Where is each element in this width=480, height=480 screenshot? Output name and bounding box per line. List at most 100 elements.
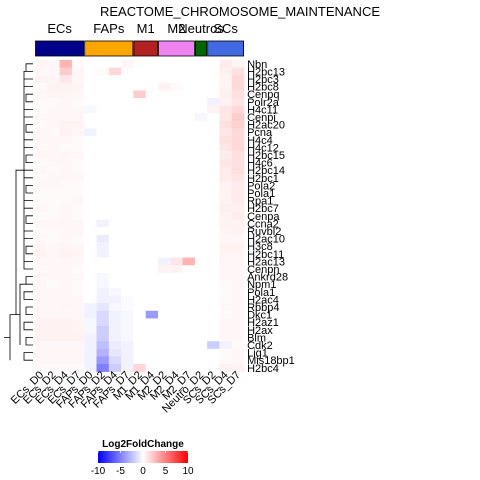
- heatmap-cell: [71, 143, 85, 152]
- heatmap-cell: [59, 348, 73, 357]
- heatmap-cell: [207, 318, 220, 327]
- heatmap-cell: [231, 204, 245, 213]
- heatmap-cell: [96, 234, 110, 243]
- heatmap-cell: [59, 181, 73, 190]
- heatmap-cell: [145, 303, 159, 312]
- heatmap-cell: [96, 227, 110, 236]
- heatmap-cell: [182, 326, 196, 334]
- heatmap-cell: [108, 90, 122, 99]
- heatmap-cell: [121, 151, 134, 160]
- heatmap-cell: [47, 67, 60, 76]
- heatmap-cell: [194, 318, 208, 327]
- heatmap-cell: [207, 348, 220, 357]
- heatmap-cell: [71, 280, 85, 289]
- heatmap-cell: [35, 280, 48, 289]
- heatmap-cell: [133, 189, 146, 198]
- heatmap-cell: [96, 212, 110, 220]
- heatmap-cell: [231, 136, 245, 144]
- heatmap-cell: [108, 181, 122, 190]
- heatmap-cell: [121, 272, 134, 281]
- heatmap-cell: [121, 310, 134, 319]
- heatmap-cell: [108, 288, 122, 296]
- heatmap-cell: [84, 303, 97, 312]
- heatmap-cell: [194, 348, 208, 357]
- heatmap-cell: [35, 105, 48, 114]
- heatmap-cell: [170, 280, 183, 289]
- row-label: Lig1: [247, 348, 268, 360]
- heatmap-cell: [121, 143, 134, 152]
- heatmap-cell: [231, 219, 245, 228]
- heatmap-cell: [158, 348, 171, 357]
- heatmap-cell: [133, 288, 146, 296]
- heatmap-cell: [71, 341, 85, 350]
- heatmap-cell: [194, 326, 208, 334]
- heatmap-cell: [170, 98, 183, 106]
- heatmap-cell: [207, 341, 220, 350]
- heatmap-cell: [231, 303, 245, 312]
- row-label: H2ac13: [247, 256, 285, 268]
- heatmap-cell: [182, 60, 196, 68]
- heatmap-cell: [71, 105, 85, 114]
- heatmap-cell: [96, 105, 110, 114]
- heatmap-cell: [96, 120, 110, 129]
- row-label: H2bc1: [247, 173, 279, 185]
- heatmap-cell: [207, 257, 220, 266]
- heatmap-cell: [108, 67, 122, 76]
- heatmap-cell: [170, 288, 183, 296]
- heatmap-cell: [231, 151, 245, 160]
- heatmap-cell: [133, 356, 146, 365]
- group-bar-0: [35, 40, 85, 57]
- heatmap-cell: [47, 356, 60, 365]
- heatmap-cell: [35, 257, 48, 266]
- heatmap-cell: [121, 113, 134, 122]
- heatmap-cell: [108, 143, 122, 152]
- heatmap-cell: [158, 158, 171, 167]
- heatmap-cell: [35, 90, 48, 99]
- heatmap-cell: [108, 166, 122, 175]
- heatmap-cell: [182, 272, 196, 281]
- heatmap-cell: [158, 189, 171, 198]
- heatmap-cell: [219, 120, 233, 129]
- heatmap-cell: [182, 136, 196, 144]
- heatmap-cell: [96, 60, 110, 68]
- heatmap-cell: [133, 341, 146, 350]
- heatmap-cell: [219, 234, 233, 243]
- group-label-5: SCs: [213, 21, 238, 36]
- heatmap-cell: [231, 280, 245, 289]
- heatmap-cell: [121, 128, 134, 137]
- heatmap-cell: [47, 143, 60, 152]
- heatmap-cell: [170, 242, 183, 251]
- heatmap-cell: [207, 212, 220, 220]
- heatmap-cell: [47, 189, 60, 198]
- heatmap-cell: [194, 105, 208, 114]
- heatmap-cell: [59, 326, 73, 334]
- heatmap-cell: [145, 189, 159, 198]
- heatmap-cell: [96, 318, 110, 327]
- heatmap-cell: [35, 113, 48, 122]
- heatmap-cell: [145, 158, 159, 167]
- group-label-4: Neutros: [178, 21, 224, 36]
- heatmap-cell: [194, 280, 208, 289]
- heatmap-cell: [145, 143, 159, 152]
- heatmap-cell: [35, 303, 48, 312]
- heatmap-cell: [35, 219, 48, 228]
- heatmap-cell: [71, 136, 85, 144]
- heatmap-cell: [47, 113, 60, 122]
- heatmap-cell: [108, 227, 122, 236]
- heatmap-cell: [121, 265, 134, 274]
- heatmap-cell: [35, 326, 48, 334]
- heatmap-cell: [219, 356, 233, 365]
- heatmap-cell: [194, 219, 208, 228]
- group-bar-3: [158, 40, 195, 57]
- heatmap-cell: [108, 212, 122, 220]
- heatmap-cell: [35, 67, 48, 76]
- heatmap-cell: [133, 105, 146, 114]
- heatmap-cell: [219, 272, 233, 281]
- heatmap-cell: [158, 364, 171, 372]
- heatmap-cell: [35, 196, 48, 205]
- heatmap-cell: [96, 356, 110, 365]
- heatmap-cell: [47, 364, 60, 372]
- heatmap-cell: [231, 67, 245, 76]
- heatmap-cell: [121, 295, 134, 304]
- heatmap-cell: [71, 364, 85, 372]
